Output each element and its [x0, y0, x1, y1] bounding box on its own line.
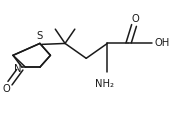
Text: S: S [37, 31, 43, 41]
Text: OH: OH [154, 38, 169, 48]
Text: N: N [15, 64, 22, 74]
Text: O: O [131, 14, 139, 24]
Text: NH₂: NH₂ [95, 79, 114, 89]
Text: O: O [3, 84, 10, 94]
